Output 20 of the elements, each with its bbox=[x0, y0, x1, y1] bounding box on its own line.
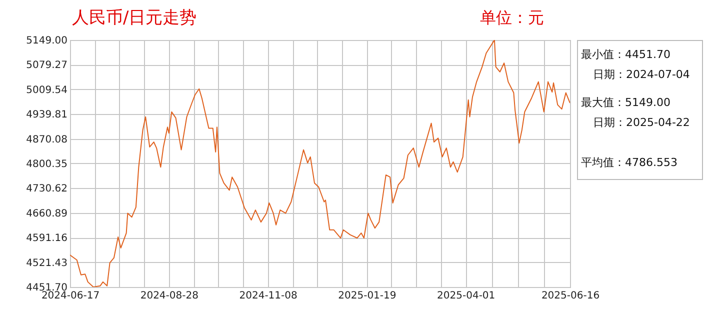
y-tick-label: 5079.27 bbox=[26, 60, 68, 72]
y-tick-label: 4591.16 bbox=[26, 233, 68, 244]
x-tick-label: 2025-01-19 bbox=[338, 290, 396, 302]
y-tick-label: 4521.43 bbox=[26, 258, 68, 269]
x-tick-label: 2024-06-17 bbox=[41, 290, 100, 302]
info-box: 最小值：4451.70 日期：2024-07-04 最大值：5149.00 日期：2025-04-22 平均值：4786.553 bbox=[577, 40, 703, 180]
y-tick-label: 4660.89 bbox=[26, 208, 68, 220]
x-tick-label: 2024-08-28 bbox=[140, 290, 198, 302]
text: 单位：元 bbox=[480, 8, 544, 29]
chart-title: 人民币/日元走势 bbox=[72, 7, 197, 29]
y-tick-label: 5009.54 bbox=[26, 84, 68, 96]
y-tick-label: 4800.35 bbox=[26, 159, 68, 170]
x-tick-label: 2025-06-16 bbox=[541, 290, 600, 302]
y-tick-label: 4870.08 bbox=[26, 134, 68, 146]
y-tick-label: 5149.00 bbox=[26, 36, 68, 46]
line-series bbox=[70, 40, 570, 287]
y-tick-label: 4730.62 bbox=[26, 184, 68, 195]
x-tick-label: 2024-11-08 bbox=[239, 290, 298, 302]
y-tick-label: 4939.81 bbox=[26, 110, 68, 121]
x-tick-label: 2025-04-01 bbox=[437, 290, 496, 302]
